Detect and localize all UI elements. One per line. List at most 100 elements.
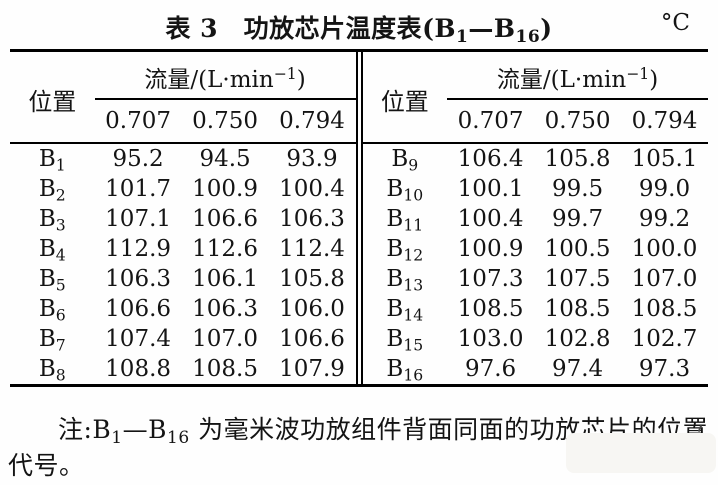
temp-cell: 100.4 bbox=[457, 205, 524, 232]
table-title-subscript-1: 1 bbox=[456, 26, 469, 47]
unit-label: °C bbox=[660, 10, 690, 36]
temp-cell: 106.6 bbox=[192, 205, 258, 232]
position-label: B bbox=[38, 235, 56, 262]
temp-cell: 106.3 bbox=[105, 265, 172, 292]
temp-cell: 107.3 bbox=[457, 265, 524, 292]
position-subscript: 16 bbox=[403, 364, 424, 384]
left-flow-column-header: 流量/(L·min−1) bbox=[94, 52, 356, 100]
position-label: B bbox=[38, 145, 56, 172]
position-label: B bbox=[386, 325, 404, 352]
temp-cell: 107.4 bbox=[105, 325, 172, 352]
table-title-text: 表 3 功放芯片温度表(B bbox=[165, 14, 457, 43]
position-cell: B11 bbox=[363, 204, 448, 234]
table-title-close-paren: ) bbox=[540, 14, 553, 43]
footnote-text: 为毫米波功放组件背面同面的功放芯片的位置代号。 bbox=[8, 415, 709, 481]
temp-cell: 105.8 bbox=[279, 265, 345, 292]
table-row: B9 106.4 105.8 105.1 bbox=[363, 143, 709, 174]
table-title-dash: —B bbox=[468, 14, 516, 43]
flow-header-text: 流量/(L·min bbox=[496, 67, 627, 93]
position-cell: B1 bbox=[10, 143, 95, 174]
temp-cell: 101.7 bbox=[105, 175, 172, 202]
position-cell: B7 bbox=[10, 324, 95, 354]
temp-cell: 107.5 bbox=[544, 265, 611, 292]
position-cell: B6 bbox=[10, 294, 95, 324]
position-label: B bbox=[38, 355, 56, 382]
position-cell: B8 bbox=[10, 354, 95, 384]
table-row: B8 108.8 108.5 107.9 bbox=[10, 354, 356, 384]
position-cell: B16 bbox=[363, 354, 448, 384]
temp-cell: 99.2 bbox=[638, 205, 691, 232]
temp-cell: 95.2 bbox=[112, 145, 164, 172]
position-subscript: 2 bbox=[55, 184, 66, 204]
position-cell: B5 bbox=[10, 264, 95, 294]
temp-cell: 100.5 bbox=[544, 235, 611, 262]
temperature-table: 位置 流量/(L·min−1) 0.707 0.750 0.794 B1 95.… bbox=[10, 49, 708, 387]
position-label: B bbox=[38, 205, 56, 232]
table-title-subscript-16: 16 bbox=[515, 26, 541, 47]
table-row: B3 107.1 106.6 106.3 bbox=[10, 204, 356, 234]
flow-header-superscript: −1 bbox=[626, 64, 650, 84]
table-title: 表 3 功放芯片温度表(B1—B16) bbox=[165, 14, 553, 45]
flow-header-superscript: −1 bbox=[273, 64, 297, 84]
temp-cell: 107.1 bbox=[105, 205, 172, 232]
table-caption-row: 表 3 功放芯片温度表(B1—B16) °C bbox=[0, 0, 718, 45]
flow-header-close-paren: ) bbox=[296, 67, 306, 93]
footnote-subscript-16: 16 bbox=[167, 427, 190, 448]
position-cell: B9 bbox=[363, 143, 448, 174]
position-subscript: 6 bbox=[55, 304, 66, 324]
table-row: B6 106.6 106.3 106.0 bbox=[10, 294, 356, 324]
position-subscript: 11 bbox=[403, 214, 424, 234]
position-cell: B12 bbox=[363, 234, 448, 264]
position-label: B bbox=[386, 235, 404, 262]
temp-cell: 108.8 bbox=[105, 355, 172, 382]
position-label: B bbox=[38, 175, 56, 202]
scan-artifact-box bbox=[566, 433, 716, 473]
temp-cell: 94.5 bbox=[199, 145, 251, 172]
temp-cell: 108.5 bbox=[631, 295, 698, 322]
position-subscript: 13 bbox=[403, 274, 424, 294]
temp-cell: 106.4 bbox=[457, 145, 524, 172]
table-row: B14 108.5 108.5 108.5 bbox=[363, 294, 709, 324]
position-cell: B13 bbox=[363, 264, 448, 294]
position-label: B bbox=[386, 175, 404, 202]
temp-cell: 108.5 bbox=[457, 295, 524, 322]
temp-cell: 112.9 bbox=[105, 235, 172, 262]
temp-cell: 106.3 bbox=[279, 205, 345, 232]
temperature-table-left: 位置 流量/(L·min−1) 0.707 0.750 0.794 B1 95.… bbox=[10, 52, 356, 384]
footnote-prefix: 注:B bbox=[58, 415, 112, 444]
table-row: B5 106.3 106.1 105.8 bbox=[10, 264, 356, 294]
position-subscript: 15 bbox=[403, 334, 424, 354]
position-cell: B10 bbox=[363, 174, 448, 204]
left-position-column-header: 位置 bbox=[28, 88, 77, 116]
position-subscript: 1 bbox=[55, 154, 66, 174]
position-label: B bbox=[391, 145, 409, 172]
footnote-dash: —B bbox=[122, 415, 167, 444]
table-row: B12 100.9 100.5 100.0 bbox=[363, 234, 709, 264]
temp-cell: 100.1 bbox=[457, 175, 524, 202]
temp-cell: 107.0 bbox=[631, 265, 698, 292]
temp-cell: 107.0 bbox=[192, 325, 258, 352]
temp-cell: 106.3 bbox=[192, 295, 258, 322]
right-flow-value-header-1: 0.750 bbox=[544, 108, 611, 134]
double-rule-divider bbox=[355, 52, 363, 384]
left-table-header: 位置 流量/(L·min−1) 0.707 0.750 0.794 bbox=[10, 52, 356, 143]
position-subscript: 4 bbox=[55, 244, 66, 264]
footnote-subscript-1: 1 bbox=[111, 427, 123, 448]
temp-cell: 105.8 bbox=[544, 145, 611, 172]
right-table-header: 位置 流量/(L·min−1) 0.707 0.750 0.794 bbox=[363, 52, 708, 143]
position-subscript: 9 bbox=[408, 154, 419, 174]
temp-cell: 105.1 bbox=[631, 145, 698, 172]
position-subscript: 14 bbox=[403, 304, 424, 324]
temp-cell: 97.3 bbox=[638, 355, 691, 382]
temp-cell: 99.7 bbox=[551, 205, 604, 232]
table-row: B11 100.4 99.7 99.2 bbox=[363, 204, 709, 234]
left-flow-value-header-2: 0.794 bbox=[279, 108, 345, 134]
temp-cell: 100.4 bbox=[279, 175, 345, 202]
flow-header-text: 流量/(L·min bbox=[144, 67, 274, 93]
table-row: B13 107.3 107.5 107.0 bbox=[363, 264, 709, 294]
temp-cell: 108.5 bbox=[192, 355, 258, 382]
table-row: B2 101.7 100.9 100.4 bbox=[10, 174, 356, 204]
temp-cell: 102.8 bbox=[544, 325, 611, 352]
position-subscript: 5 bbox=[55, 274, 66, 294]
